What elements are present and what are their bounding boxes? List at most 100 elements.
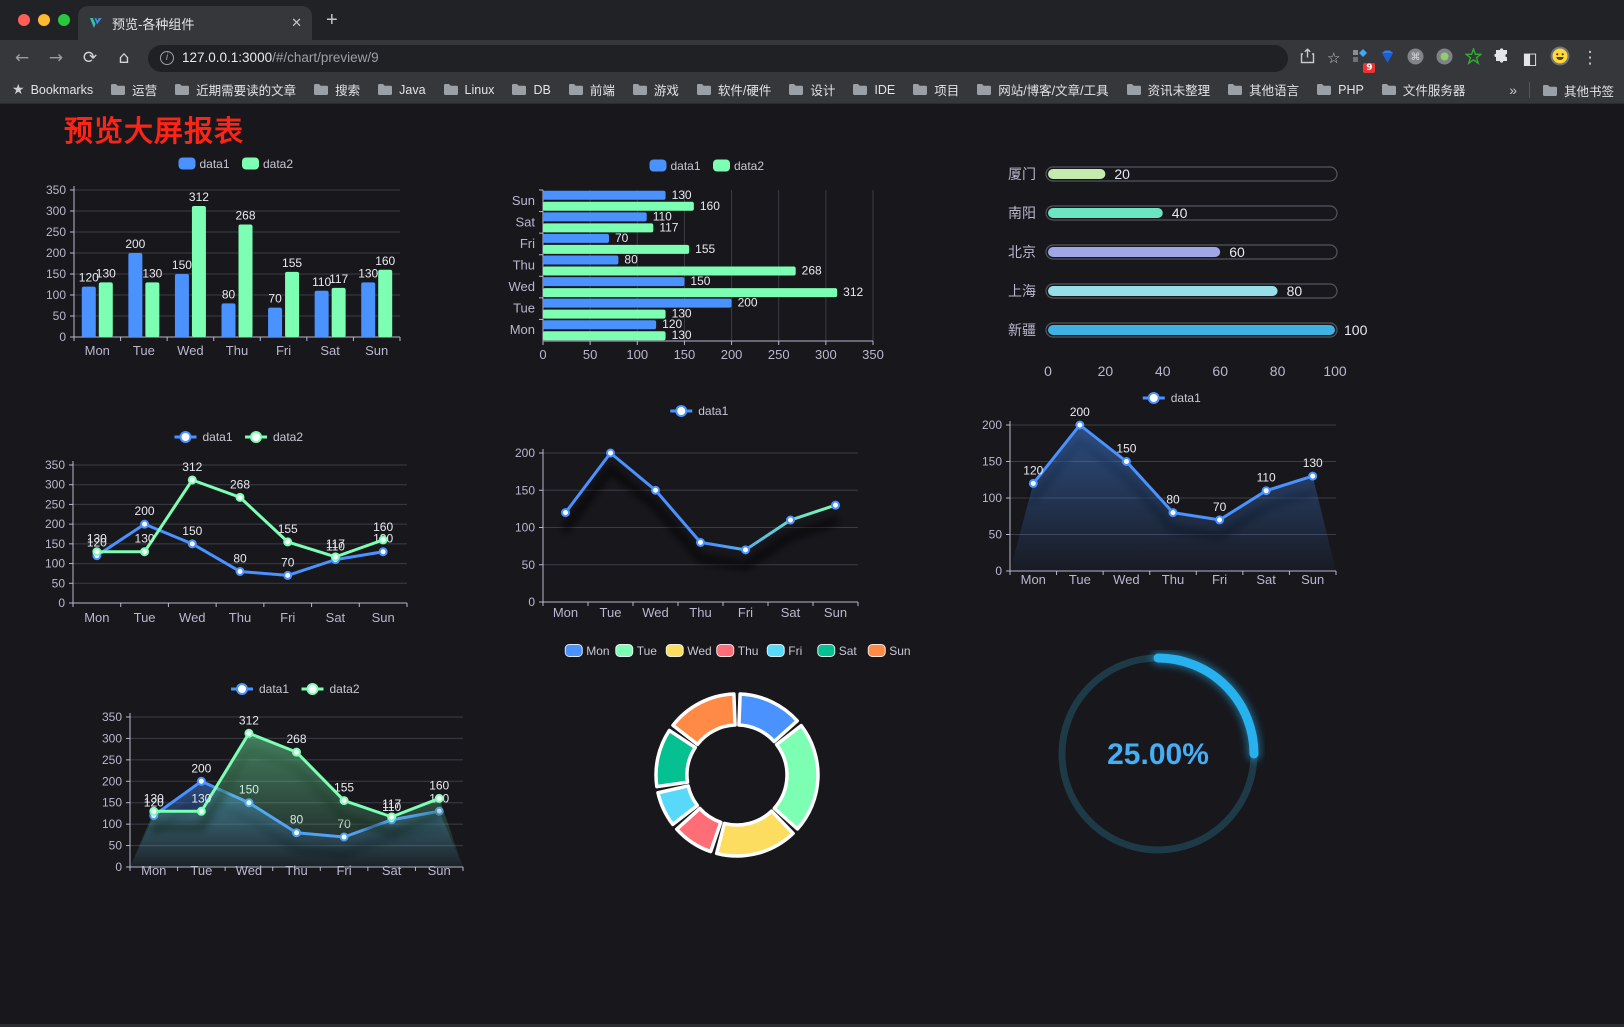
gem-extension-icon[interactable] bbox=[1380, 49, 1395, 68]
svg-text:上海: 上海 bbox=[1008, 283, 1036, 299]
svg-text:Fri: Fri bbox=[520, 236, 535, 251]
bookmarks-root-item[interactable]: ★ Bookmarks bbox=[12, 81, 93, 98]
puzzle-extensions-icon[interactable] bbox=[1494, 48, 1510, 68]
svg-text:150: 150 bbox=[515, 483, 535, 497]
active-tab[interactable]: 预览-各种组件 ✕ bbox=[78, 6, 312, 40]
svg-text:0: 0 bbox=[528, 595, 535, 609]
reload-icon[interactable]: ⟳ bbox=[82, 48, 98, 68]
zoom-window-button[interactable] bbox=[58, 14, 70, 26]
tab-strip: 预览-各种组件 ✕ + bbox=[0, 0, 1624, 40]
bookmarks-label: Bookmarks bbox=[30, 82, 94, 97]
svg-text:110: 110 bbox=[326, 540, 345, 554]
svg-text:80: 80 bbox=[222, 287, 236, 301]
share-icon[interactable] bbox=[1300, 48, 1315, 68]
bookmark-folder-item[interactable]: PHP bbox=[1316, 83, 1364, 97]
bookmark-folder-item[interactable]: 近期需要读的文章 bbox=[174, 80, 296, 99]
extension-tiles-icon[interactable]: 9 bbox=[1352, 48, 1376, 73]
svg-text:Sat: Sat bbox=[1256, 572, 1276, 587]
svg-text:100: 100 bbox=[982, 491, 1002, 505]
folder-icon bbox=[696, 84, 711, 95]
bookmark-folder-item[interactable]: 项目 bbox=[912, 80, 959, 99]
bookmark-folder-label: Linux bbox=[464, 82, 495, 97]
weekday-donut-chart[interactable]: Mon Tue Wed Thu Fri Sat Sun bbox=[540, 635, 935, 890]
two-series-line-chart[interactable]: data1 data2 0 50 100 150 200 250 300 350 Mon Tue Wed… bbox=[36, 415, 466, 645]
close-window-button[interactable] bbox=[18, 14, 30, 26]
svg-text:100: 100 bbox=[45, 557, 65, 571]
percent-gauge-canvas: 25.00% bbox=[1058, 651, 1261, 854]
svg-text:Tue: Tue bbox=[600, 605, 622, 620]
bookmarks-bar: ★ Bookmarks 运营 近期需要读的文章 搜索 Java Linux DB 前端 游戏 软… bbox=[0, 76, 1624, 104]
svg-text:20: 20 bbox=[1098, 363, 1114, 379]
bookmarks-overflow-chevron[interactable]: » bbox=[1509, 82, 1517, 98]
folder-icon bbox=[443, 84, 458, 95]
svg-text:0: 0 bbox=[59, 330, 66, 344]
bookmark-folder-item[interactable]: 设计 bbox=[788, 80, 835, 99]
svg-text:150: 150 bbox=[46, 267, 66, 281]
bookmark-folder-item[interactable]: 运营 bbox=[110, 80, 157, 99]
bookmark-folder-item[interactable]: DB bbox=[511, 83, 551, 97]
svg-text:200: 200 bbox=[982, 418, 1002, 432]
other-bookmarks-folder[interactable]: 其他书签 bbox=[1542, 81, 1614, 100]
folder-icon bbox=[568, 84, 583, 95]
percent-gauge-chart[interactable]: 25.00% bbox=[1055, 650, 1265, 860]
svg-text:0: 0 bbox=[58, 596, 65, 610]
svg-text:268: 268 bbox=[286, 732, 306, 746]
site-info-icon[interactable]: i bbox=[160, 51, 174, 65]
bookmark-folder-item[interactable]: 游戏 bbox=[632, 80, 679, 99]
command-extension-icon[interactable]: ⌘ bbox=[1407, 48, 1424, 69]
bookmark-folder-label: 近期需要读的文章 bbox=[196, 84, 297, 98]
bookmark-folder-item[interactable]: 资讯未整理 bbox=[1126, 80, 1210, 99]
green-star-extension-icon[interactable] bbox=[1464, 46, 1484, 69]
svg-text:130: 130 bbox=[672, 328, 692, 342]
bookmark-folder-item[interactable]: Linux bbox=[443, 82, 495, 97]
svg-text:Thu: Thu bbox=[689, 605, 711, 620]
svg-text:Sun: Sun bbox=[512, 193, 535, 208]
bookmark-folder-item[interactable]: Java bbox=[377, 83, 426, 97]
svg-text:Wed: Wed bbox=[177, 343, 204, 358]
svg-text:70: 70 bbox=[615, 231, 629, 245]
folder-icon bbox=[175, 84, 190, 95]
bookmark-star-icon[interactable]: ☆ bbox=[1327, 49, 1341, 67]
bookmark-folder-item[interactable]: 前端 bbox=[568, 80, 615, 99]
bookmark-folder-label: 运营 bbox=[132, 84, 158, 98]
bookmark-folder-item[interactable]: 文件服务器 bbox=[1381, 80, 1465, 99]
address-bar[interactable]: i 127.0.0.1:3000/#/chart/preview/9 bbox=[148, 44, 1288, 72]
svg-text:Sat: Sat bbox=[320, 343, 340, 358]
green-dot-extension-icon[interactable] bbox=[1436, 48, 1453, 69]
folder-icon bbox=[378, 84, 393, 95]
svg-text:200: 200 bbox=[738, 296, 758, 310]
emoji-profile-icon[interactable] bbox=[1550, 46, 1570, 70]
forward-icon[interactable]: → bbox=[48, 48, 64, 68]
back-icon[interactable]: ← bbox=[14, 48, 30, 68]
svg-text:Sat: Sat bbox=[781, 605, 801, 620]
grouped-bar-chart[interactable]: data1 data2 0 50 100 150 200 250 300 350 Mon Tue Wed… bbox=[36, 140, 466, 375]
svg-text:155: 155 bbox=[278, 522, 298, 536]
svg-text:20: 20 bbox=[1114, 166, 1130, 182]
svg-text:250: 250 bbox=[46, 225, 66, 239]
bookmark-folder-item[interactable]: IDE bbox=[852, 83, 895, 97]
bookmark-folder-item[interactable]: 网站/博客/文章/工具 bbox=[976, 80, 1109, 99]
bookmark-folder-item[interactable]: 软件/硬件 bbox=[696, 80, 771, 99]
bookmark-folder-item[interactable]: 搜索 bbox=[313, 80, 360, 99]
new-tab-button[interactable]: + bbox=[326, 9, 338, 31]
minimize-window-button[interactable] bbox=[38, 14, 50, 26]
svg-text:130: 130 bbox=[142, 266, 162, 280]
svg-text:Mon: Mon bbox=[553, 605, 578, 620]
single-area-chart[interactable]: data1 0 50 100 150 200 Mon Tue Wed Thu Fri Sat Sun 12… bbox=[965, 385, 1400, 600]
two-series-area-chart[interactable]: data1 data2 0 50 100 150 200 250 300 350 Mon Tue Wed… bbox=[90, 665, 520, 895]
dark-mode-extension-icon[interactable]: ◧ bbox=[1522, 48, 1538, 68]
grouped-horizontal-bar-chart[interactable]: data1 data2 0 50 100 150 200 250 300 350 Mon 120 130… bbox=[498, 140, 928, 375]
svg-text:80: 80 bbox=[1166, 493, 1180, 507]
tab-close-icon[interactable]: ✕ bbox=[291, 15, 302, 30]
gradient-line-chart[interactable]: data1 0 50 100 150 200 Mon Tue Wed Thu Fri Sat Sun bbox=[498, 390, 918, 630]
url-host: 127.0.0.1:3000 bbox=[182, 50, 273, 65]
site-favicon-icon bbox=[90, 18, 102, 28]
window-controls[interactable] bbox=[18, 14, 70, 26]
home-icon[interactable]: ⌂ bbox=[118, 48, 130, 68]
svg-text:150: 150 bbox=[674, 347, 696, 362]
bookmark-folder-item[interactable]: 其他语言 bbox=[1227, 80, 1299, 99]
svg-text:150: 150 bbox=[982, 455, 1002, 469]
city-progress-chart[interactable]: 厦门 20 南阳 40 北京 60 上海 80 新疆 100 0 20 40 60 80 100 bbox=[965, 140, 1400, 385]
svg-text:200: 200 bbox=[102, 774, 122, 788]
browser-menu-icon[interactable]: ⋮ bbox=[1581, 48, 1599, 68]
